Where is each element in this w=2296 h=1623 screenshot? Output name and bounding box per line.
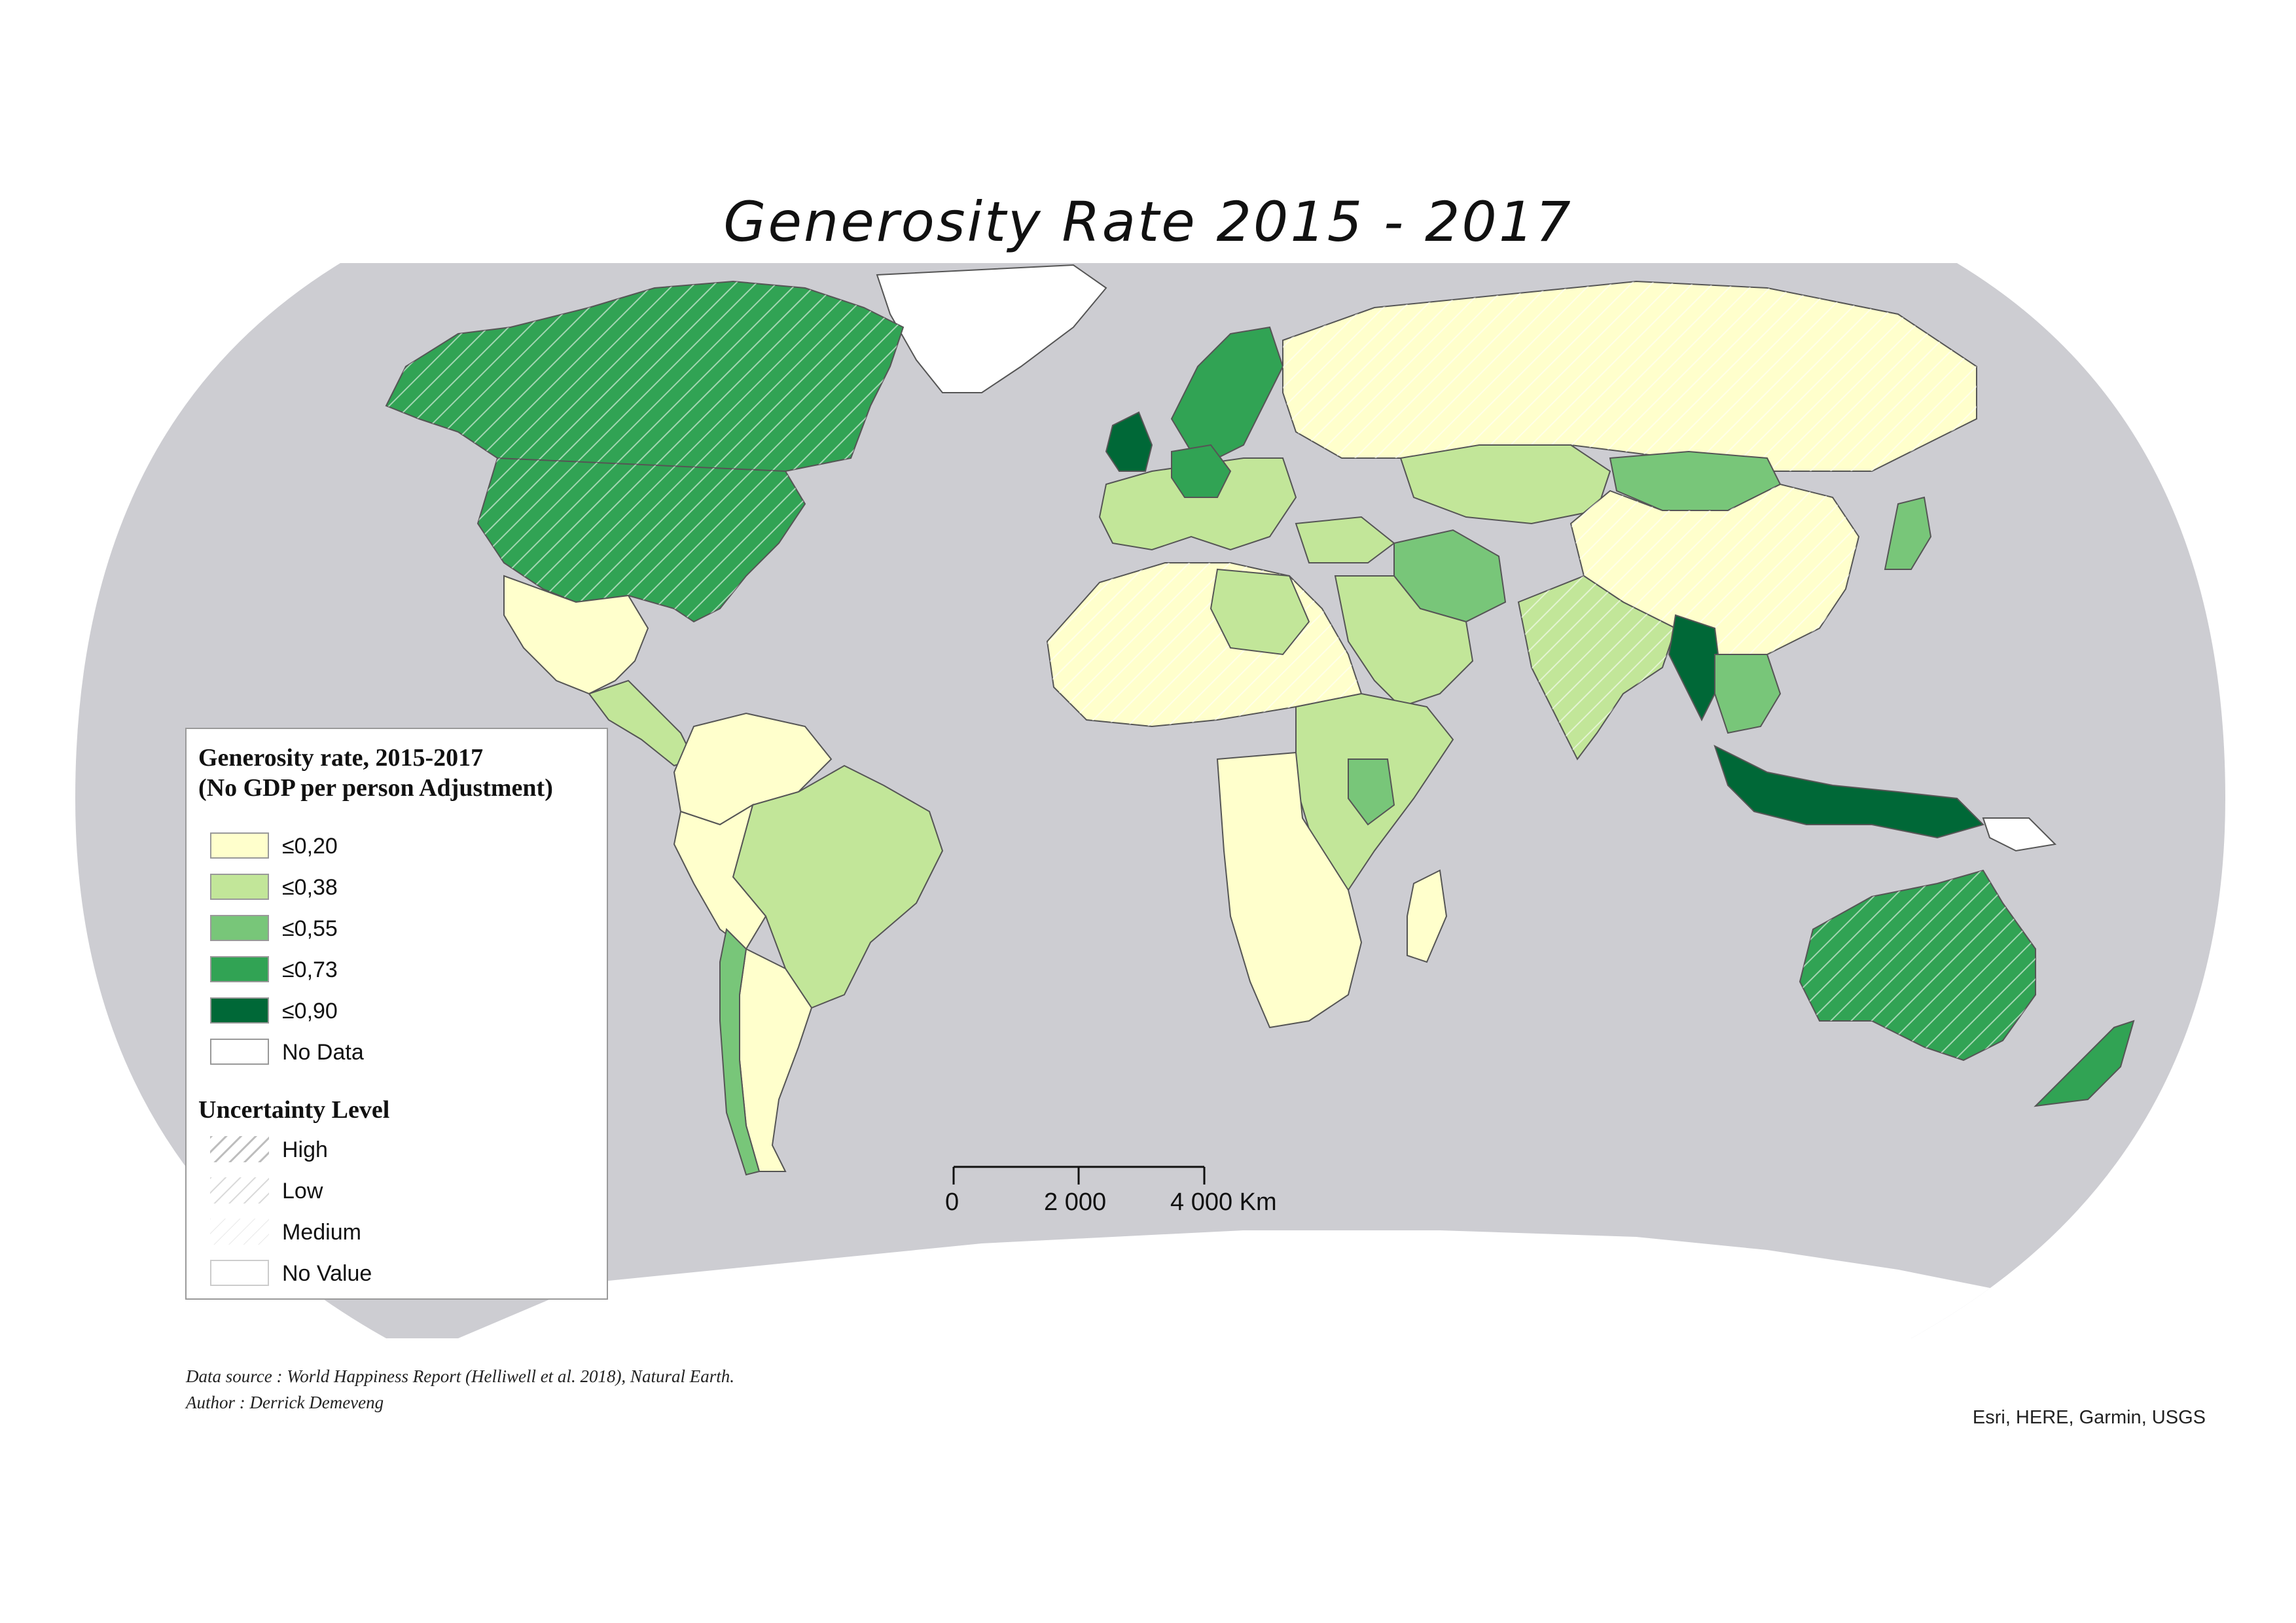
legend-uncertainty-title: Uncertainty Level xyxy=(198,1096,390,1124)
usa-hatch xyxy=(478,458,805,622)
papua-new-guinea[interactable] xyxy=(1982,817,2057,852)
legend-uncertainty-label-3: Medium xyxy=(282,1220,361,1245)
legend-swatch-5 xyxy=(210,997,269,1024)
legend-class-label-6: No Data xyxy=(282,1040,364,1065)
russia-hatch xyxy=(1283,281,1977,471)
legend-swatch-2 xyxy=(210,874,269,900)
scale-bar xyxy=(952,1166,1206,1185)
australia-hatch xyxy=(1800,870,2036,1060)
scale-label-2000: 2 000 xyxy=(1044,1188,1107,1216)
legend-hatch-high xyxy=(210,1136,269,1162)
arabian-peninsula[interactable] xyxy=(1334,575,1474,708)
legend-title-line2: (No GDP per person Adjustment) xyxy=(198,774,553,802)
new-zealand[interactable] xyxy=(2034,1020,2135,1107)
legend-hatch-none xyxy=(210,1260,269,1286)
united-kingdom[interactable] xyxy=(1105,411,1153,472)
legend-class-label-5: ≤0,90 xyxy=(282,999,338,1024)
turkey-caucasus[interactable] xyxy=(1295,516,1395,563)
chile[interactable] xyxy=(719,927,761,1176)
legend-hatch-medium xyxy=(210,1219,269,1245)
legend-title-line1: Generosity rate, 2015-2017 xyxy=(198,744,484,772)
india-hatch xyxy=(1518,576,1676,759)
japan[interactable] xyxy=(1884,496,1932,570)
legend-class-label-2: ≤0,38 xyxy=(282,875,338,900)
legend-class-label-1: ≤0,20 xyxy=(282,834,338,859)
data-source: Data source : World Happiness Report (He… xyxy=(186,1366,734,1386)
canada-hatch xyxy=(386,281,903,484)
myanmar[interactable] xyxy=(1668,614,1723,722)
legend-hatch-low xyxy=(210,1177,269,1204)
indonesia[interactable] xyxy=(1713,745,1984,839)
map-title: Generosity Rate 2015 - 2017 xyxy=(723,190,1573,254)
brazil[interactable] xyxy=(732,764,944,1009)
author: Author : Derrick Demeveng xyxy=(186,1393,384,1412)
legend-swatch-6 xyxy=(210,1039,269,1065)
peru-bolivia[interactable] xyxy=(673,803,767,950)
madagascar[interactable] xyxy=(1407,869,1448,963)
legend: Generosity rate, 2015-2017 (No GDP per p… xyxy=(185,728,608,1300)
legend-class-label-3: ≤0,55 xyxy=(282,916,338,941)
legend-swatch-4 xyxy=(210,956,269,982)
libya-egypt[interactable] xyxy=(1210,568,1310,656)
mexico[interactable] xyxy=(503,575,649,695)
kenya[interactable] xyxy=(1348,758,1395,826)
scale-label-4000: 4 000 Km xyxy=(1170,1188,1277,1216)
legend-class-label-4: ≤0,73 xyxy=(282,957,338,982)
greenland[interactable] xyxy=(876,264,1107,393)
scale-label-0: 0 xyxy=(945,1188,960,1216)
legend-uncertainty-label-1: High xyxy=(282,1137,328,1162)
legend-uncertainty-label-4: No Value xyxy=(282,1261,372,1286)
legend-uncertainty-label-2: Low xyxy=(282,1179,323,1204)
attribution: Esri, HERE, Garmin, USGS xyxy=(1972,1407,2206,1428)
southeast-asia[interactable] xyxy=(1714,654,1782,734)
legend-swatch-3 xyxy=(210,915,269,941)
southern-africa[interactable] xyxy=(1216,751,1363,1029)
legend-swatch-1 xyxy=(210,832,269,859)
germany-netherlands[interactable] xyxy=(1171,444,1232,498)
antarctica[interactable] xyxy=(458,1230,2029,1338)
